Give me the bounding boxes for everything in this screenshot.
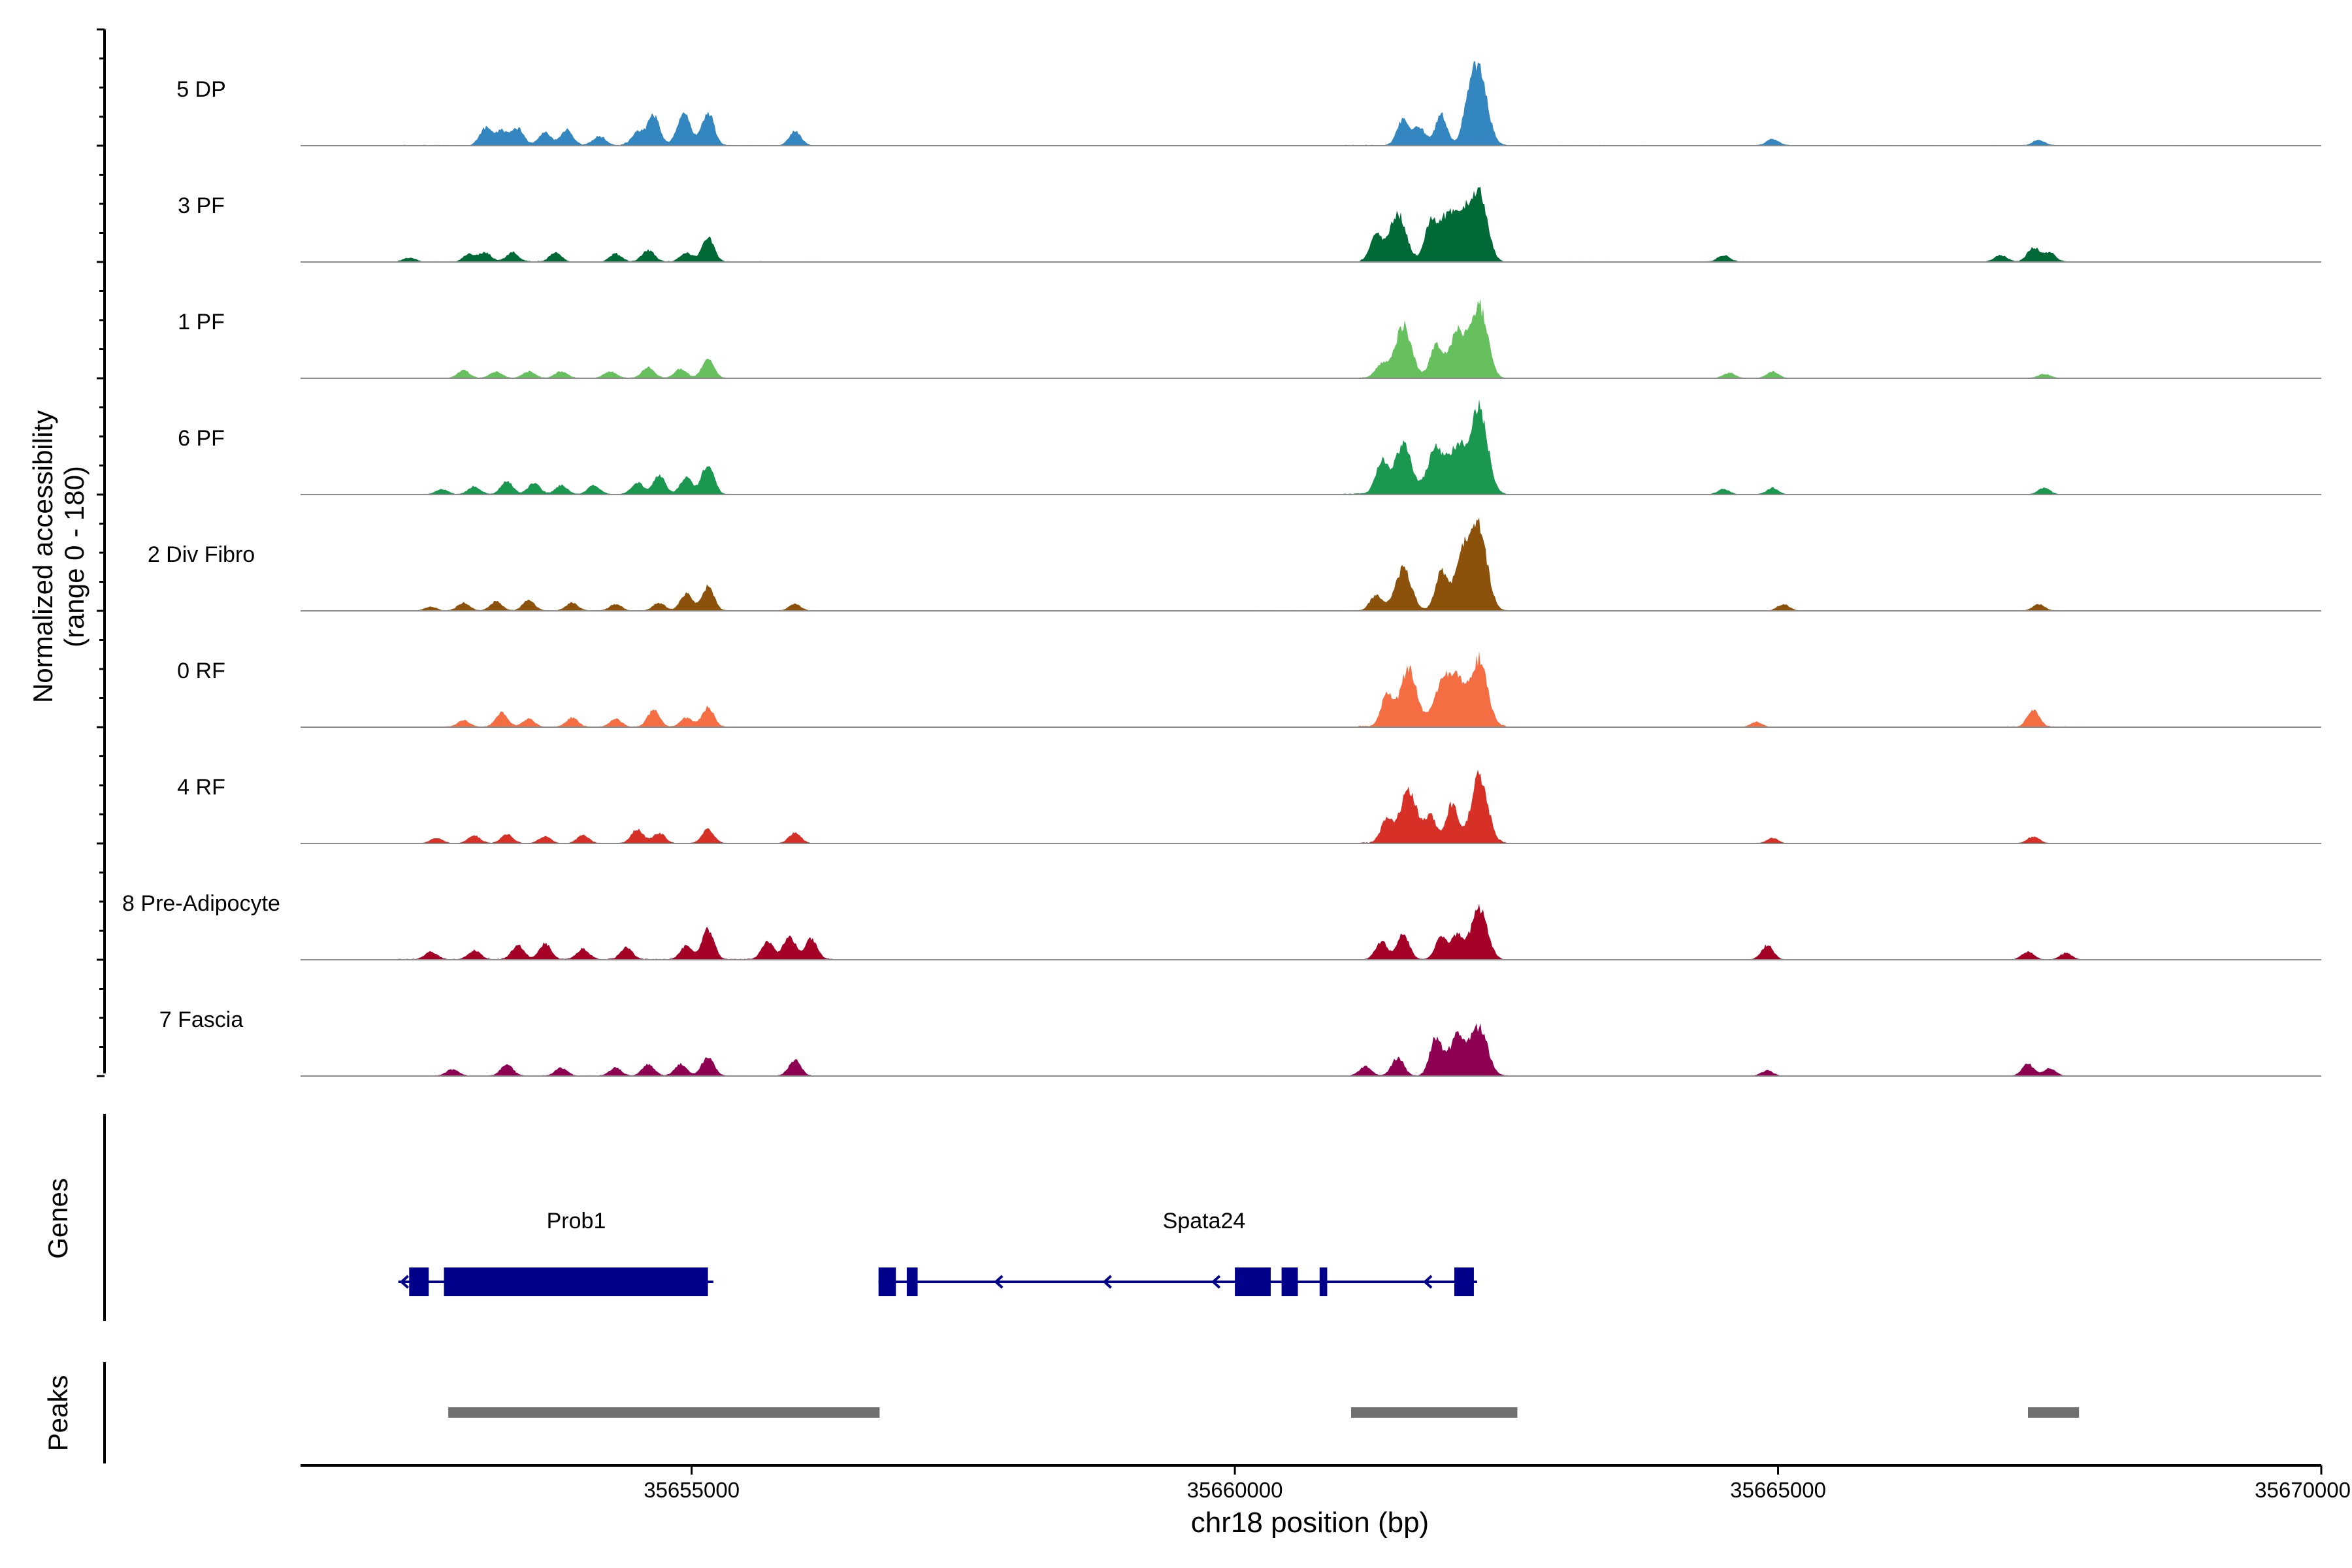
coverage-area-4-rf	[301, 770, 2321, 843]
x-tick-label: 35665000	[1730, 1478, 1826, 1502]
y-axis-title-line1: Normalized accessibility	[27, 410, 58, 703]
gene-exon-spata24	[1281, 1267, 1298, 1296]
peak-region	[448, 1407, 880, 1418]
x-axis-title: chr18 position (bp)	[1191, 1507, 1429, 1539]
strand-arrow-prob1	[399, 1275, 409, 1289]
strand-arrow-spata24	[994, 1275, 1004, 1289]
track-label-4-rf: 4 RF	[177, 775, 225, 800]
axes: 35655000 35660000 35665000 35670000	[97, 28, 2351, 1502]
gene-exon-spata24	[1319, 1267, 1328, 1296]
x-tick-label: 35655000	[644, 1478, 740, 1502]
coverage-area-8-pre-adipocyte	[301, 904, 2321, 960]
track-label-6-pf: 6 PF	[178, 426, 225, 451]
peak-region	[1351, 1407, 1518, 1418]
coverage-area-7-fascia	[301, 1023, 2321, 1076]
coverage-area-1-pf	[301, 299, 2321, 378]
coverage-area-2-div-fibro	[301, 517, 2321, 611]
peak-region	[2028, 1407, 2080, 1418]
coverage-y-ticks	[97, 28, 105, 1077]
gene-exon-spata24	[906, 1267, 918, 1296]
y-axis-title-line2: (range 0 - 180)	[59, 466, 90, 647]
track-label-7-fascia: 7 Fascia	[159, 1007, 244, 1032]
track-label-5-dp: 5 DP	[176, 77, 226, 102]
gene-exon-prob1	[409, 1267, 429, 1296]
gene-track: Prob1 Spata24	[398, 1209, 1477, 1296]
gene-exon-spata24	[1454, 1267, 1474, 1296]
gene-exon-spata24	[1235, 1267, 1271, 1296]
track-label-0-rf: 0 RF	[177, 659, 225, 683]
gene-label-spata24: Spata24	[1163, 1209, 1246, 1233]
track-label-1-pf: 1 PF	[178, 310, 225, 335]
genes-panel-label: Genes	[42, 1178, 73, 1259]
peaks-panel-label: Peaks	[42, 1375, 73, 1452]
track-label-8-pre-adipocyte: 8 Pre-Adipocyte	[122, 891, 280, 916]
x-tick-label: 35670000	[2255, 1478, 2351, 1502]
coverage-area-6-pf	[301, 399, 2321, 495]
strand-arrow-spata24	[1102, 1275, 1112, 1289]
x-tick-label: 35660000	[1187, 1478, 1283, 1502]
peak-track	[448, 1407, 2080, 1418]
strand-arrow-spata24	[1423, 1275, 1433, 1289]
track-label-2-div-fibro: 2 Div Fibro	[148, 542, 255, 567]
x-axis-ticks: 35655000 35660000 35665000 35670000	[644, 1465, 2351, 1502]
coverage-tracks	[301, 61, 2321, 1077]
coverage-area-3-pf	[301, 186, 2321, 262]
track-label-3-pf: 3 PF	[178, 193, 225, 218]
coverage-area-0-rf	[301, 651, 2321, 727]
gene-exon-prob1	[444, 1267, 708, 1296]
coverage-area-5-dp	[301, 61, 2321, 146]
track-labels: 5 DP 3 PF 1 PF 6 PF 2 Div Fibro 0 RF 4 RF 8 Pre…	[122, 77, 280, 1032]
gene-label-prob1: Prob1	[547, 1209, 606, 1233]
strand-arrow-spata24	[1211, 1275, 1221, 1289]
gene-exon-spata24	[878, 1267, 896, 1296]
